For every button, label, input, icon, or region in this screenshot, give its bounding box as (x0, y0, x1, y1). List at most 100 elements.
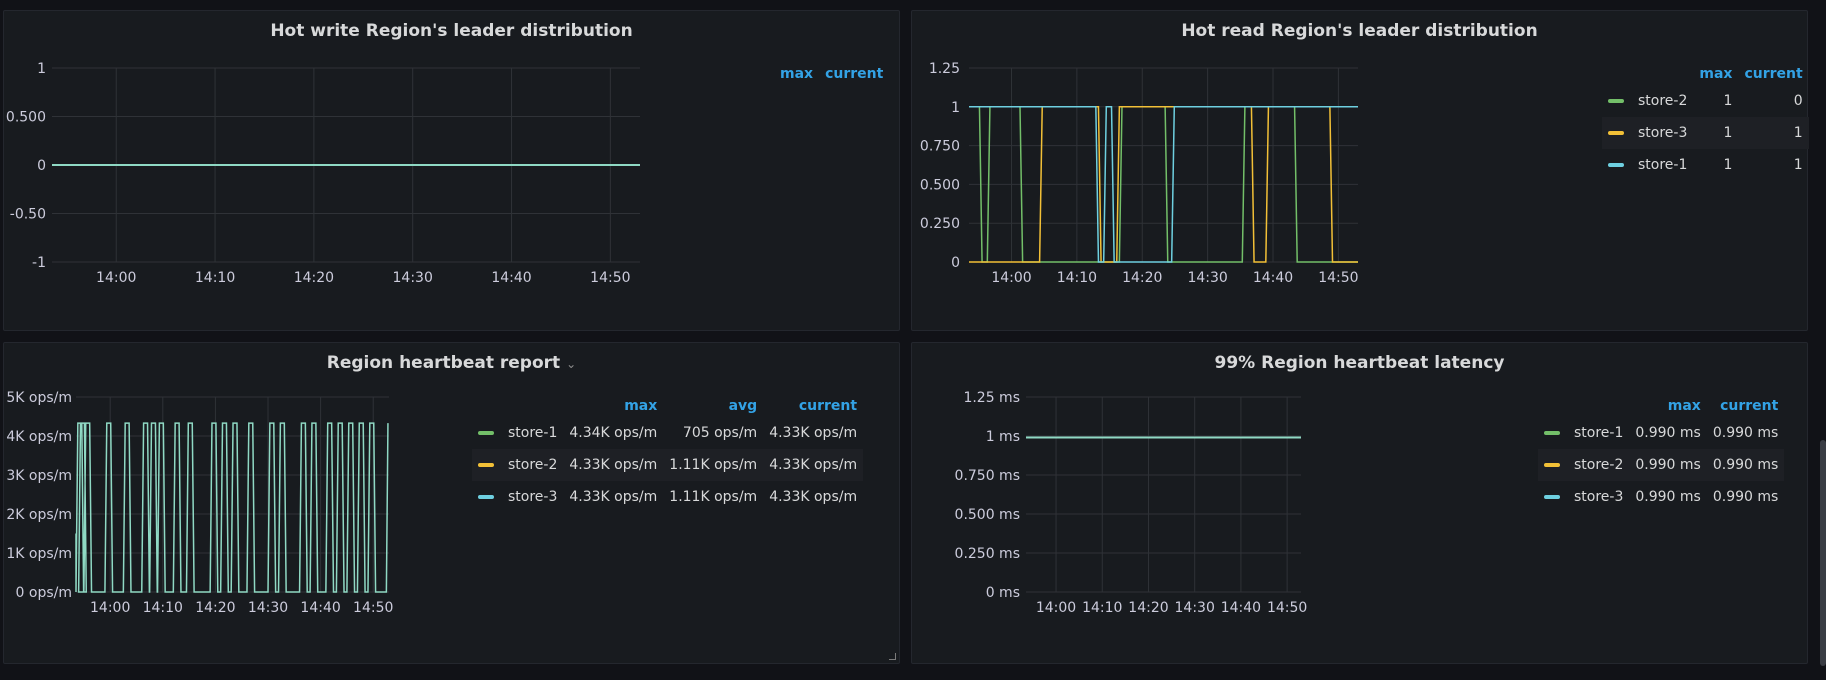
x-tick-label: 14:10 (1057, 270, 1097, 286)
legend-header-max[interactable]: max (780, 66, 814, 82)
series-color-swatch (478, 495, 494, 499)
legend-header-current[interactable]: current (1744, 66, 1803, 82)
series-color-swatch (1608, 131, 1624, 135)
legend-header-max[interactable]: max (1699, 66, 1733, 82)
y-tick-label: 5K ops/m (6, 390, 72, 406)
legend-series-name: store-1 (1602, 149, 1693, 181)
series-color-swatch (1544, 463, 1560, 467)
legend-row-store-1[interactable]: store-1 4.34K ops/m 705 ops/m 4.33K ops/m (472, 417, 863, 449)
x-tick-label: 14:00 (991, 270, 1031, 286)
x-tick-label: 14:00 (1036, 600, 1076, 616)
x-tick-label: 14:40 (1221, 600, 1261, 616)
x-tick-label: 14:40 (300, 600, 340, 616)
series-line-heartbeat (75, 422, 389, 593)
legend-row-store-2[interactable]: store-2 4.33K ops/m 1.11K ops/m 4.33K ops/m (472, 449, 864, 481)
legend-row-store-2[interactable]: store-2 1 0 (1602, 85, 1809, 117)
x-tick-label: 14:50 (1318, 270, 1358, 286)
panel-hot-write: Hot write Region's leader distribution 1… (3, 10, 900, 331)
y-tick-label: 0.750 (920, 139, 960, 155)
legend-header-current[interactable]: current (825, 66, 884, 82)
legend-value-current: 1 (1738, 117, 1809, 149)
y-tick-label: 0 ops/m (16, 585, 72, 601)
x-tick-label: 14:20 (1122, 270, 1162, 286)
legend-value-current: 4.33K ops/m (769, 489, 858, 505)
legend-series-label: store-3 (1574, 489, 1624, 505)
panel-title[interactable]: Region heartbeat report ⌄ (4, 353, 899, 373)
legend-header-current[interactable]: current (1720, 398, 1779, 414)
y-tick-label: 1.25 (929, 61, 960, 77)
series-color-swatch (1608, 99, 1624, 103)
panel-hot-read: Hot read Region's leader distribution 1.… (911, 10, 1809, 331)
legend-value-max: 0.990 ms (1629, 449, 1707, 481)
panel-title[interactable]: Hot read Region's leader distribution (1181, 21, 1538, 41)
y-tick-label: 0.750 ms (955, 468, 1020, 484)
y-tick-label: 1 ms (986, 429, 1020, 445)
y-tick-label: 1.25 ms (963, 390, 1020, 406)
legend-value-avg: 705 ops/m (682, 425, 758, 441)
panel-heartbeat-latency: 99% Region heartbeat latency 1.25 ms 1 ms… (911, 342, 1808, 664)
legend-header-current[interactable]: current (798, 398, 858, 414)
page-scrollbar[interactable] (1820, 440, 1826, 666)
legend-header-series (472, 395, 563, 417)
x-tick-label: 14:40 (1253, 270, 1293, 286)
panel-heartbeat-report: Region heartbeat report ⌄ 5K ops/m 4K ops/… (3, 342, 900, 664)
hot-read-chart: 1.25 1 0.750 0.500 0.250 0 14:00 14:10 14:20 14:3… (920, 61, 1359, 286)
legend-row-store-3[interactable]: store-3 0.990 ms 0.990 ms (1538, 481, 1784, 513)
legend-series-label: store-1 (1574, 425, 1624, 441)
legend-value-current: 4.33K ops/m (769, 425, 858, 441)
legend-value-current: 4.33K ops/m (763, 449, 864, 481)
x-tick-label: 14:10 (1082, 600, 1122, 616)
legend: max current store-2 1 0 store-3 1 1 store-1 1 1 (1602, 63, 1809, 181)
resize-handle[interactable] (889, 653, 896, 660)
y-tick-label: 1 (951, 100, 960, 116)
legend-value-max: 4.33K ops/m (563, 449, 664, 481)
x-tick-label: 14:50 (590, 270, 630, 286)
legend-series-label: store-3 (1638, 125, 1688, 141)
y-tick-label: 0.250 (920, 216, 960, 232)
x-tick-label: 14:30 (393, 270, 433, 286)
legend-value-max: 0.990 ms (1635, 425, 1701, 441)
legend-header-max[interactable]: max (1667, 398, 1701, 414)
panel-title[interactable]: 99% Region heartbeat latency (1214, 353, 1505, 373)
x-tick-label: 14:50 (1267, 600, 1307, 616)
legend-header-avg[interactable]: avg (728, 398, 758, 414)
legend-value-max: 4.33K ops/m (569, 489, 658, 505)
legend-series-name: store-2 (1538, 449, 1630, 481)
legend-series-label: store-2 (1574, 457, 1624, 473)
y-tick-label: 2K ops/m (6, 507, 72, 523)
y-tick-label: 0.500 (920, 177, 960, 193)
legend-row-store-2[interactable]: store-2 0.990 ms 0.990 ms (1538, 449, 1785, 481)
legend-series-label: store-3 (508, 489, 558, 505)
y-tick-label: 0.500 ms (955, 507, 1020, 523)
chevron-down-icon[interactable]: ⌄ (566, 357, 577, 371)
legend-row-store-1[interactable]: store-1 1 1 (1602, 149, 1809, 181)
legend-value-avg: 1.11K ops/m (669, 489, 758, 505)
y-tick-label: -1 (32, 255, 46, 271)
legend-series-name: store-1 (1538, 417, 1629, 449)
legend-series-label: store-1 (1638, 157, 1688, 173)
panel-title[interactable]: Hot write Region's leader distribution (270, 21, 633, 41)
legend-header-max[interactable]: max (624, 398, 658, 414)
legend-header-series (1538, 395, 1629, 417)
panel-title-text: Region heartbeat report (326, 353, 561, 373)
x-tick-label: 14:40 (491, 270, 531, 286)
series-line-store-1 (969, 106, 1358, 263)
legend-row-store-3[interactable]: store-3 1 1 (1602, 117, 1809, 149)
legend-value-max: 1 (1693, 117, 1739, 149)
y-tick-label: 0.500 (6, 110, 46, 126)
heartbeat-chart: 5K ops/m 4K ops/m 3K ops/m 2K ops/m 1K ops/m… (6, 390, 393, 616)
y-tick-label: 3K ops/m (6, 468, 72, 484)
legend-value-max: 4.34K ops/m (569, 425, 658, 441)
series-color-swatch (1608, 163, 1624, 167)
legend-value-max: 0.990 ms (1635, 489, 1701, 505)
legend-row-store-3[interactable]: store-3 4.33K ops/m 1.11K ops/m 4.33K ops/m (472, 481, 863, 513)
legend-series-label: store-2 (1638, 93, 1688, 109)
legend-value-current: 0.990 ms (1706, 449, 1785, 481)
x-tick-label: 14:30 (1175, 600, 1215, 616)
legend: max avg current store-1 4.34K ops/m 705 ops/m… (472, 395, 864, 513)
x-tick-label: 14:20 (195, 600, 235, 616)
legend-series-label: store-2 (508, 457, 558, 473)
legend-row-store-1[interactable]: store-1 0.990 ms 0.990 ms (1538, 417, 1784, 449)
y-tick-label: 0 ms (986, 585, 1020, 601)
x-tick-label: 14:20 (1128, 600, 1168, 616)
